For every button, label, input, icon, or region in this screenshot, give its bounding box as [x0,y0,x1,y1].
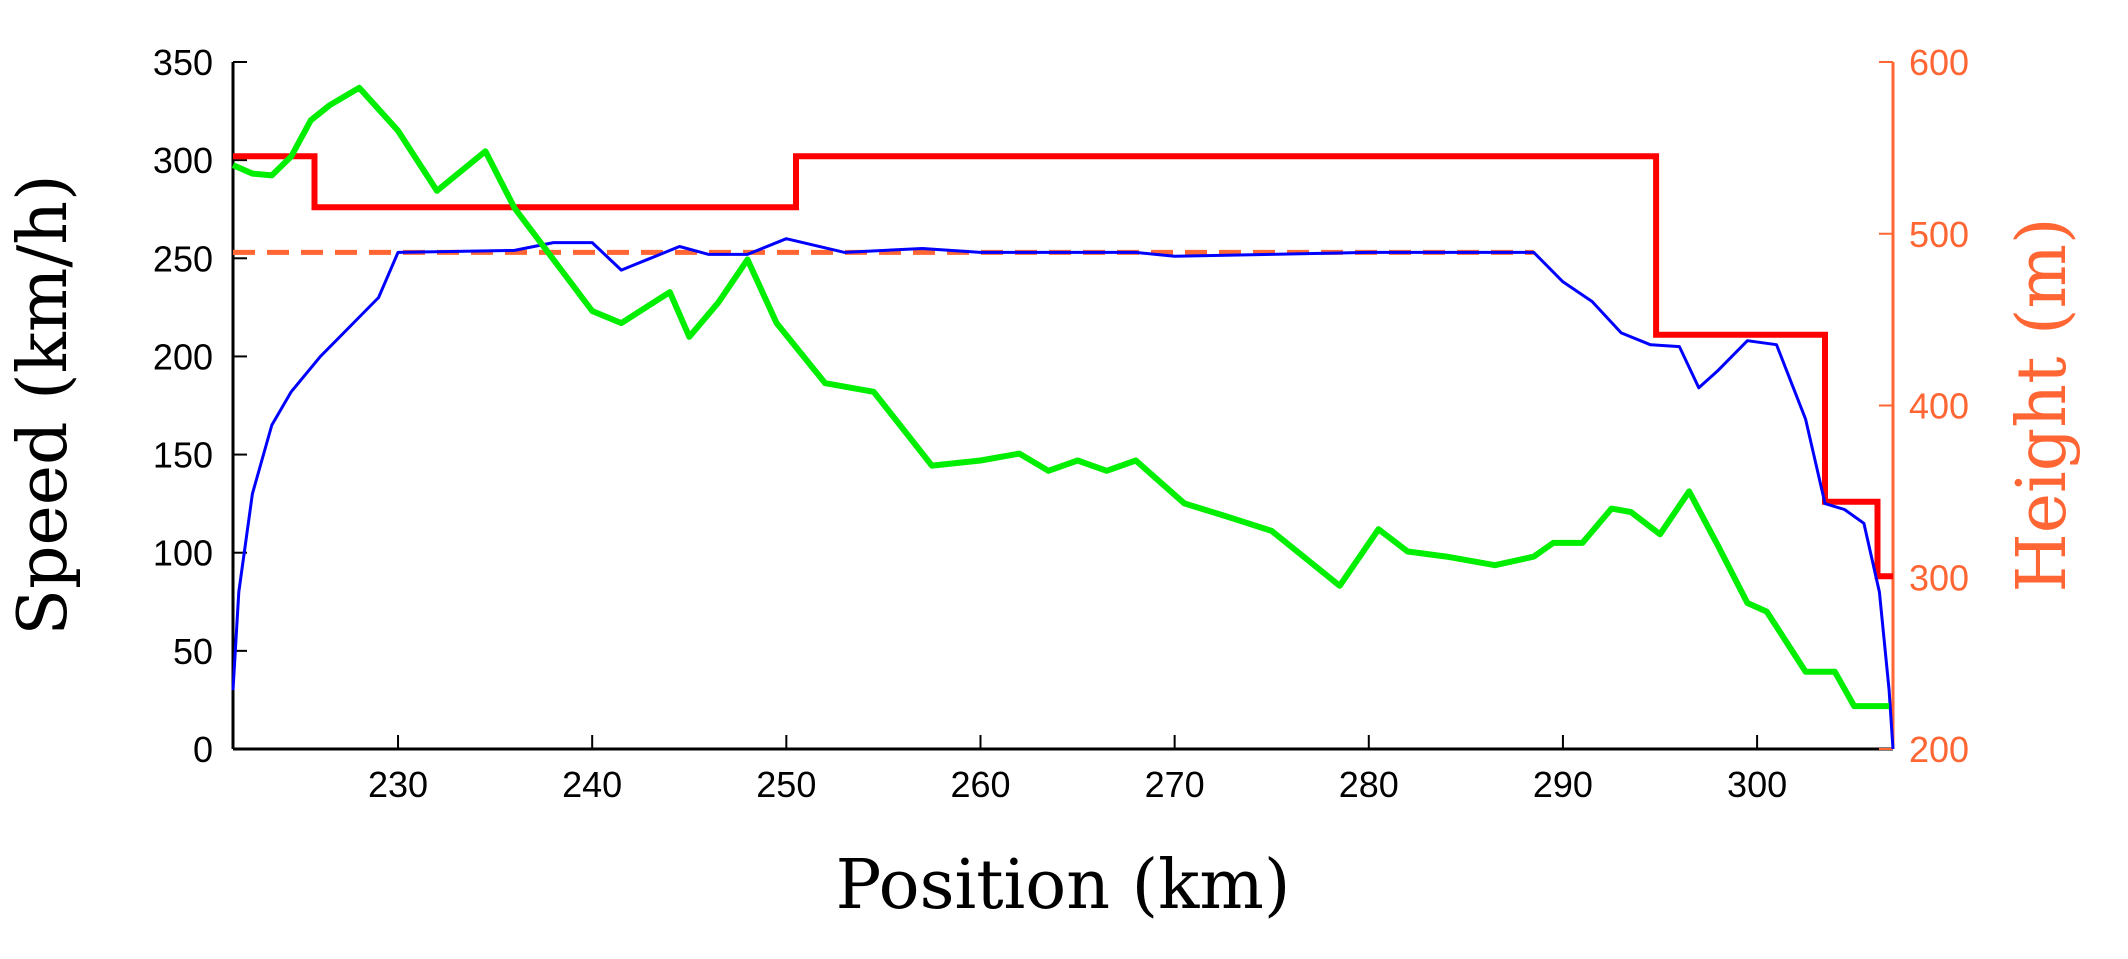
x-tick-label: 230 [368,764,428,805]
right-y-tick-label: 300 [1909,557,1969,598]
y-tick-label: 0 [193,729,213,770]
axis-ticks: 230 240 250 260 270 280 290 300 0 50 100 150 200 250 3… [153,42,1969,805]
chart-axes [231,62,1895,751]
right-y-tick-label: 400 [1909,386,1969,427]
y-tick-label: 100 [153,533,213,574]
y-tick-label: 150 [153,435,213,476]
track-height-line [231,84,1890,710]
y-axis-title: Speed (km/h) [4,174,83,635]
y-tick-label: 350 [153,42,213,83]
x-tick-label: 250 [756,764,816,805]
y-tick-label: 250 [153,238,213,279]
y-tick-label: 50 [173,631,213,672]
chart-series [231,84,1895,750]
x-axis-title: Position (km) [836,846,1291,925]
right-y-tick-label: 500 [1909,214,1969,255]
x-tick-label: 290 [1533,764,1593,805]
speed-limit-step-line [233,153,1893,580]
x-tick-label: 270 [1145,764,1205,805]
right-y-tick-label: 200 [1909,729,1969,770]
x-tick-label: 260 [950,764,1010,805]
x-tick-label: 300 [1727,764,1787,805]
right-y-tick-label: 600 [1909,42,1969,83]
y-tick-label: 300 [153,140,213,181]
x-tick-label: 240 [562,764,622,805]
x-tick-label: 280 [1339,764,1399,805]
right-y-axis-title: Height (m) [2003,217,2082,592]
train-speed-line [231,237,1895,750]
y-tick-label: 200 [153,336,213,377]
